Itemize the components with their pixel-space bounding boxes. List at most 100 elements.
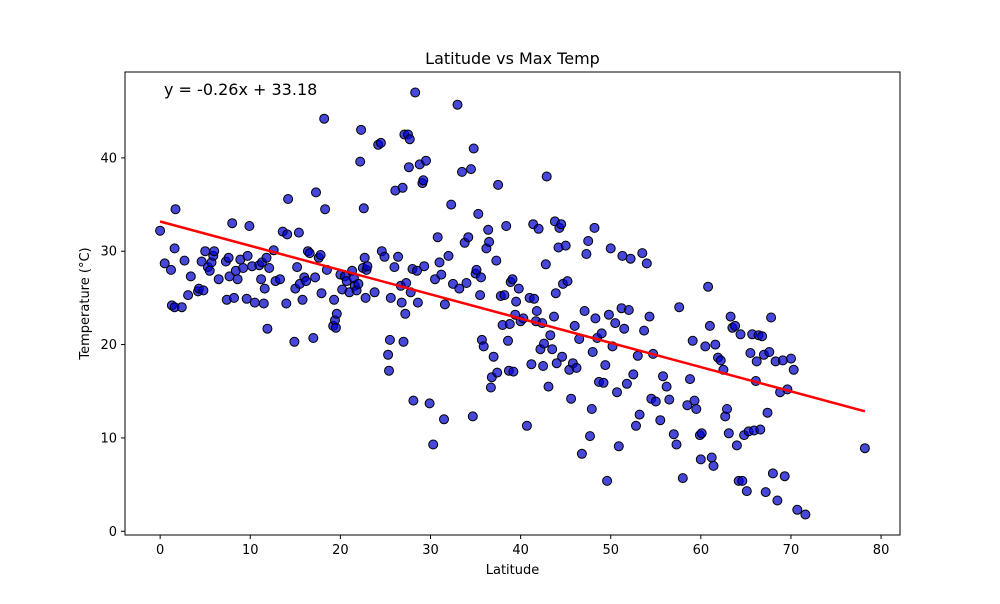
data-point xyxy=(623,305,634,315)
data-point xyxy=(262,323,273,334)
data-point xyxy=(730,320,741,331)
data-point xyxy=(655,415,666,426)
data-point xyxy=(579,306,590,316)
data-point xyxy=(661,381,672,392)
data-point xyxy=(398,336,409,347)
x-tick-label: 50 xyxy=(602,543,619,558)
data-point xyxy=(476,272,486,283)
data-point xyxy=(571,362,582,373)
data-point xyxy=(301,276,312,287)
data-point xyxy=(755,424,766,435)
data-point xyxy=(454,283,465,294)
x-tick-label: 60 xyxy=(693,543,710,558)
data-point xyxy=(176,302,187,313)
data-point xyxy=(356,124,367,135)
data-point xyxy=(244,221,255,231)
y-tick-label: 10 xyxy=(100,431,117,446)
data-point xyxy=(764,347,775,357)
data-point xyxy=(637,248,648,259)
data-point xyxy=(316,288,327,299)
data-point xyxy=(170,204,181,215)
data-point xyxy=(330,322,341,333)
data-point xyxy=(695,454,706,465)
data-point xyxy=(767,468,778,479)
x-tick-label: 80 xyxy=(873,543,890,558)
data-point xyxy=(576,448,587,459)
data-point xyxy=(488,351,499,362)
data-point xyxy=(485,382,496,393)
data-point xyxy=(200,246,211,257)
data-point xyxy=(493,179,504,190)
data-point xyxy=(723,428,734,439)
data-point xyxy=(396,297,407,308)
data-point xyxy=(644,311,655,322)
data-point xyxy=(389,262,400,273)
data-point xyxy=(779,471,790,482)
data-point xyxy=(359,252,370,263)
data-point xyxy=(610,318,621,329)
data-point xyxy=(304,248,315,259)
data-point xyxy=(319,113,330,124)
data-point xyxy=(772,495,783,506)
data-point xyxy=(478,341,489,352)
data-point xyxy=(540,259,551,270)
data-point xyxy=(589,222,600,233)
data-point xyxy=(412,297,423,308)
data-point xyxy=(283,194,294,204)
data-point xyxy=(602,475,613,486)
x-tick-label: 30 xyxy=(422,543,439,558)
data-point xyxy=(628,369,639,380)
y-tick-label: 30 xyxy=(100,245,117,260)
regression-equation: y = -0.26x + 33.18 xyxy=(164,80,317,99)
data-point xyxy=(725,311,736,322)
data-point xyxy=(159,258,170,269)
data-point xyxy=(439,414,449,425)
data-point xyxy=(289,336,300,347)
data-point xyxy=(501,221,512,231)
y-tick-label: 20 xyxy=(100,338,117,353)
data-point xyxy=(385,292,396,303)
data-point xyxy=(403,162,414,173)
data-point xyxy=(196,256,207,267)
data-point xyxy=(232,274,243,285)
data-point xyxy=(605,243,616,254)
data-point xyxy=(625,253,636,264)
data-point xyxy=(461,278,472,288)
data-point xyxy=(293,227,304,238)
data-point xyxy=(259,283,270,294)
data-point xyxy=(424,398,435,409)
data-point xyxy=(557,351,568,362)
data-point xyxy=(710,339,721,350)
data-point xyxy=(179,255,190,266)
data-point xyxy=(737,475,748,486)
data-point xyxy=(562,276,573,287)
data-point xyxy=(492,367,503,378)
data-point xyxy=(362,261,373,272)
data-point xyxy=(685,374,695,385)
points-layer xyxy=(155,87,870,520)
data-point xyxy=(483,224,494,235)
data-point xyxy=(223,252,234,263)
data-point xyxy=(671,439,682,450)
data-point xyxy=(682,400,693,411)
data-point xyxy=(587,347,598,357)
data-point xyxy=(641,258,652,269)
data-point xyxy=(715,355,726,366)
x-axis-label: Latitude xyxy=(486,563,540,578)
data-point xyxy=(600,360,611,371)
data-point xyxy=(315,250,326,260)
data-point xyxy=(735,329,746,340)
data-point xyxy=(538,361,549,371)
data-point xyxy=(543,381,554,392)
data-point xyxy=(598,377,609,388)
data-point xyxy=(708,460,719,471)
data-point xyxy=(760,487,771,498)
data-point xyxy=(583,236,594,246)
data-point xyxy=(741,486,752,497)
regression-layer xyxy=(159,220,866,413)
data-point xyxy=(617,250,628,261)
data-point xyxy=(419,261,430,272)
data-point xyxy=(549,311,559,322)
data-point xyxy=(551,358,562,369)
